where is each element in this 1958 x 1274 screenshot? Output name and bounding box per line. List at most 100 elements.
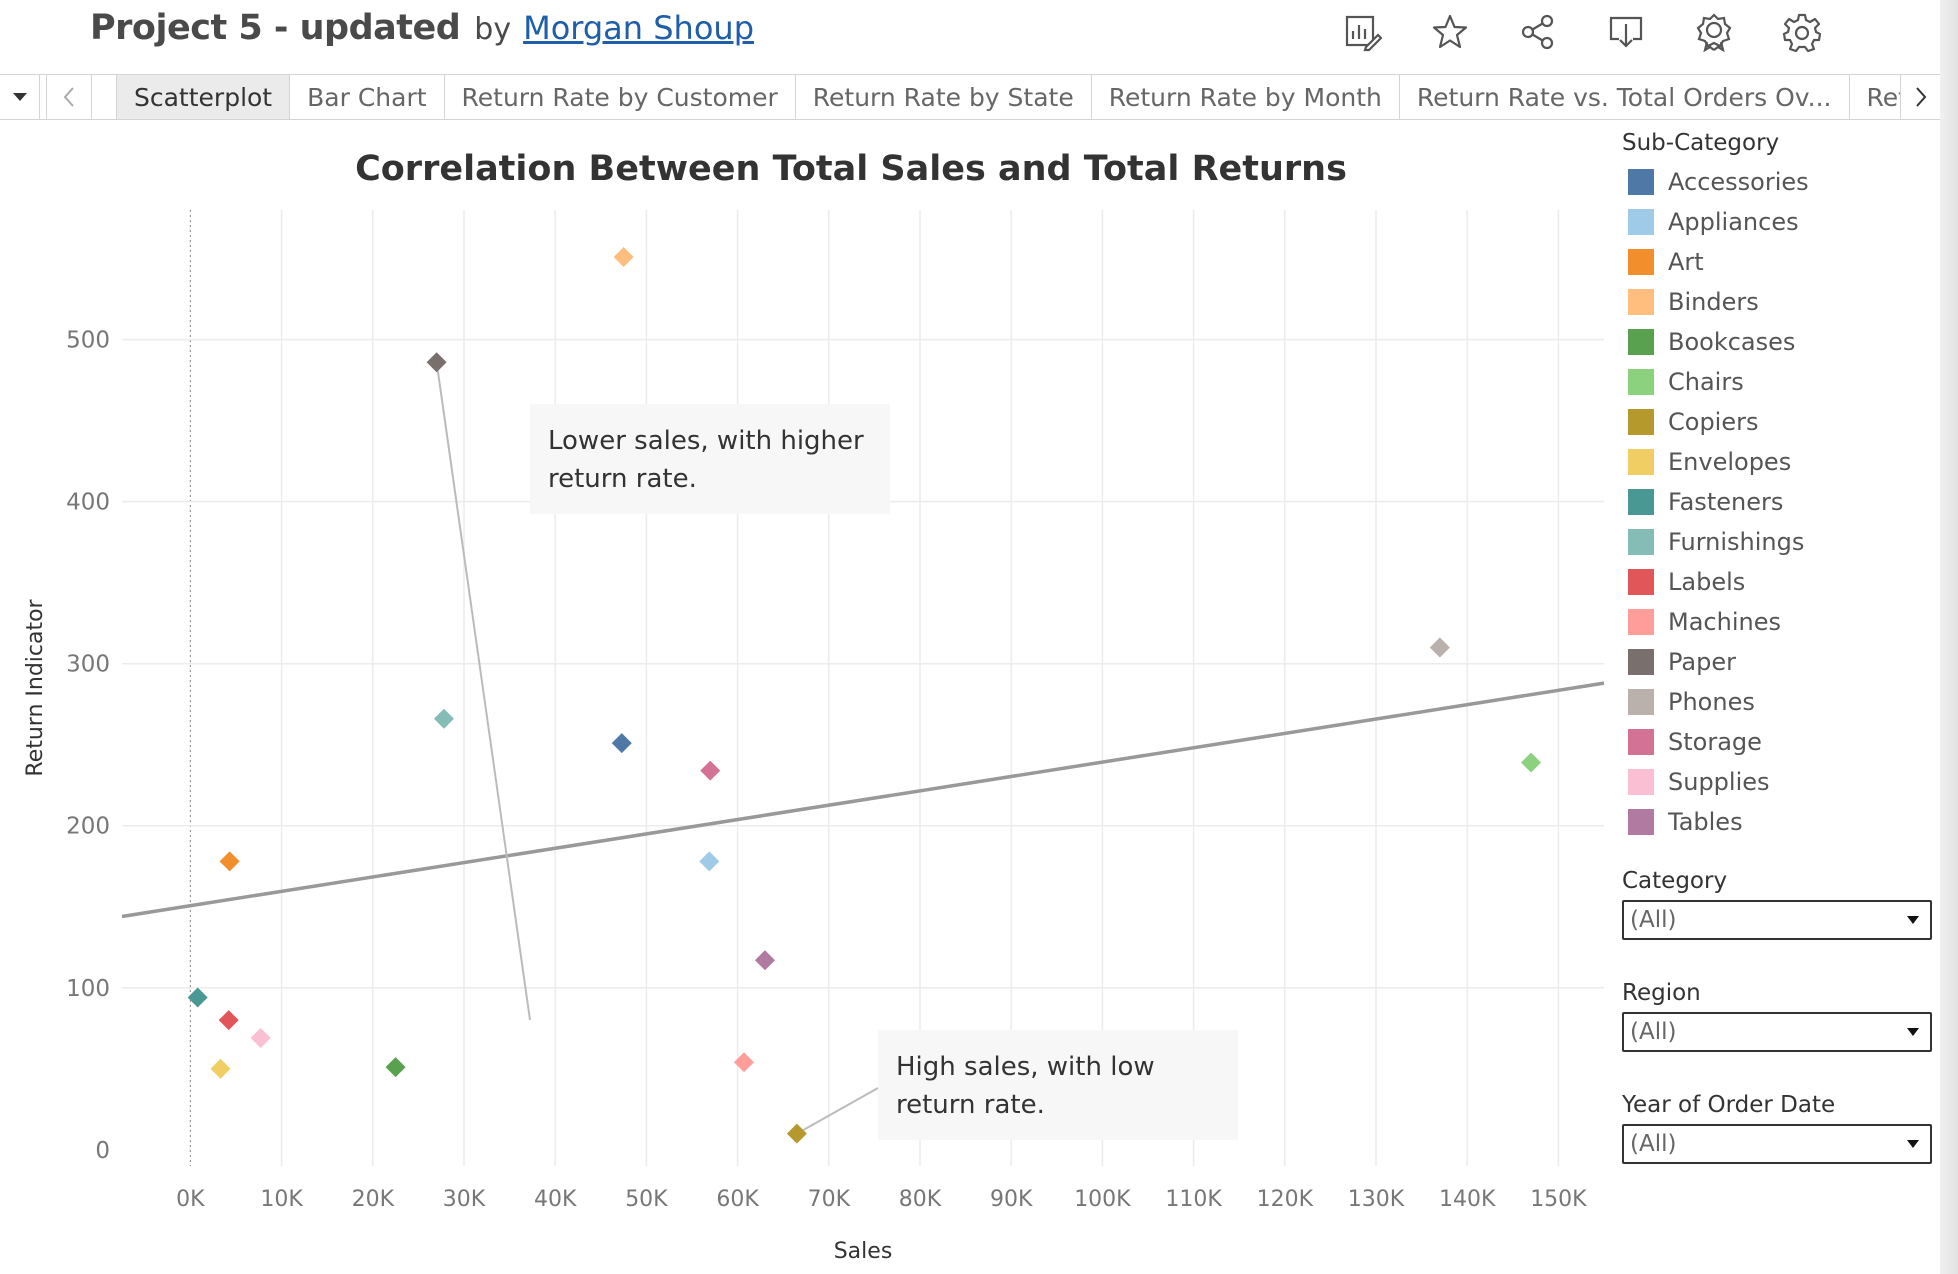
tab-menu-dropdown-icon[interactable] xyxy=(0,75,40,119)
point-fasteners xyxy=(187,987,208,1008)
trend-line xyxy=(121,681,1605,919)
legend-swatch xyxy=(1628,329,1654,355)
legend-item-phones[interactable]: Phones xyxy=(1622,682,1932,722)
point-binders xyxy=(613,246,634,267)
dashboard-header: Project 5 - updated by Morgan Shoup xyxy=(0,0,1958,66)
point-copiers xyxy=(786,1123,807,1144)
tab-return-rate-by-state[interactable]: Return Rate by State xyxy=(796,75,1092,119)
download-icon[interactable] xyxy=(1604,10,1648,54)
favorite-star-icon[interactable] xyxy=(1428,10,1472,54)
category-filter-value: (All) xyxy=(1630,907,1677,933)
legend-item-paper[interactable]: Paper xyxy=(1622,642,1932,682)
legend-label: Furnishings xyxy=(1668,528,1805,556)
point-storage xyxy=(700,760,721,781)
scatter-chart: Correlation Between Total Sales and Tota… xyxy=(23,149,1605,1264)
legend-item-furnishings[interactable]: Furnishings xyxy=(1622,522,1932,562)
legend-item-binders[interactable]: Binders xyxy=(1622,282,1932,322)
legend-swatch xyxy=(1628,249,1654,275)
legend-label: Copiers xyxy=(1668,408,1759,436)
tab-scroll-left-icon[interactable] xyxy=(46,75,92,119)
legend-label: Tables xyxy=(1668,808,1743,836)
tab-return-rate-vs-total-orders[interactable]: Return Rate vs. Total Orders Ov... xyxy=(1400,75,1850,119)
annotation-upper: Lower sales, with higher return rate. xyxy=(530,404,890,514)
right-scrollbar[interactable] xyxy=(1940,0,1958,1274)
x-tick-label: 130K xyxy=(1348,1187,1405,1212)
x-tick-label: 150K xyxy=(1530,1187,1587,1212)
y-tick-label: 300 xyxy=(66,652,110,678)
category-filter-dropdown[interactable]: (All) xyxy=(1622,900,1932,940)
point-machines xyxy=(733,1052,754,1073)
x-tick-label: 20K xyxy=(352,1187,395,1212)
chevron-down-icon xyxy=(1907,916,1919,924)
y-tick-label: 0 xyxy=(95,1138,110,1164)
legend-swatch xyxy=(1628,809,1654,835)
y-tick-label: 500 xyxy=(66,328,110,354)
share-icon[interactable] xyxy=(1516,10,1560,54)
legend-item-art[interactable]: Art xyxy=(1622,242,1932,282)
x-tick-label: 30K xyxy=(443,1187,486,1212)
x-tick-label: 100K xyxy=(1074,1187,1131,1212)
annotation-leader-lower xyxy=(796,1087,879,1135)
legend-item-tables[interactable]: Tables xyxy=(1622,802,1932,842)
point-envelopes xyxy=(210,1058,231,1079)
legend-item-labels[interactable]: Labels xyxy=(1622,562,1932,602)
legend-item-chairs[interactable]: Chairs xyxy=(1622,362,1932,402)
tab-scatterplot[interactable]: Scatterplot xyxy=(116,75,291,119)
x-axis-label: Sales xyxy=(834,1239,893,1264)
legend-item-copiers[interactable]: Copiers xyxy=(1622,402,1932,442)
legend-item-machines[interactable]: Machines xyxy=(1622,602,1932,642)
point-appliances xyxy=(699,851,720,872)
region-filter-dropdown[interactable]: (All) xyxy=(1622,1012,1932,1052)
x-tick-label: 10K xyxy=(260,1187,303,1212)
legend-label: Storage xyxy=(1668,728,1762,756)
title-area: Project 5 - updated by Morgan Shoup xyxy=(90,8,754,48)
legend-item-accessories[interactable]: Accessories xyxy=(1622,162,1932,202)
chevron-down-icon xyxy=(1907,1140,1919,1148)
year-filter: Year of Order Date (All) xyxy=(1622,1092,1932,1164)
legend-swatch xyxy=(1628,209,1654,235)
legend-label: Chairs xyxy=(1668,368,1744,396)
tab-return-rate-by-month[interactable]: Return Rate by Month xyxy=(1092,75,1400,119)
y-tick-label: 400 xyxy=(66,490,110,516)
year-filter-dropdown[interactable]: (All) xyxy=(1622,1124,1932,1164)
legend-item-fasteners[interactable]: Fasteners xyxy=(1622,482,1932,522)
legend-swatch xyxy=(1628,369,1654,395)
legend-item-storage[interactable]: Storage xyxy=(1622,722,1932,762)
point-art xyxy=(219,851,240,872)
x-tick-label: 40K xyxy=(534,1187,577,1212)
settings-gear-icon[interactable] xyxy=(1780,10,1824,54)
legend-label: Fasteners xyxy=(1668,488,1784,516)
point-tables xyxy=(754,950,775,971)
metrics-icon[interactable] xyxy=(1340,10,1384,54)
legend-label: Binders xyxy=(1668,288,1759,316)
legend-swatch xyxy=(1628,289,1654,315)
legend-label: Machines xyxy=(1668,608,1781,636)
x-tick-label: 140K xyxy=(1439,1187,1496,1212)
workbook-title: Project 5 - updated xyxy=(90,8,461,48)
legend-label: Supplies xyxy=(1668,768,1770,796)
legend-title: Sub-Category xyxy=(1622,130,1780,156)
annotation-lower: High sales, with low return rate. xyxy=(878,1030,1238,1140)
legend-item-supplies[interactable]: Supplies xyxy=(1622,762,1932,802)
legend-label: Paper xyxy=(1668,648,1736,676)
category-filter-title: Category xyxy=(1622,868,1728,894)
legend-item-bookcases[interactable]: Bookcases xyxy=(1622,322,1932,362)
author-link[interactable]: Morgan Shoup xyxy=(523,9,754,47)
tab-return-rate-by-customer[interactable]: Return Rate by Customer xyxy=(445,75,796,119)
chevron-down-icon xyxy=(1907,1028,1919,1036)
annotation-leader-upper xyxy=(435,362,531,1021)
y-axis-label: Return Indicator xyxy=(23,598,48,776)
tab-scroll-right-icon[interactable] xyxy=(1900,75,1940,119)
award-icon[interactable] xyxy=(1692,10,1736,54)
legend-label: Appliances xyxy=(1668,208,1799,236)
tab-bar-chart[interactable]: Bar Chart xyxy=(290,75,445,119)
year-filter-title: Year of Order Date xyxy=(1622,1092,1836,1118)
point-labels xyxy=(218,1010,239,1031)
chart-title: Correlation Between Total Sales and Tota… xyxy=(355,149,1347,189)
legend-item-envelopes[interactable]: Envelopes xyxy=(1622,442,1932,482)
x-tick-label: 60K xyxy=(716,1187,759,1212)
x-tick-label: 90K xyxy=(990,1187,1033,1212)
x-tick-label: 110K xyxy=(1165,1187,1222,1212)
legend-label: Bookcases xyxy=(1668,328,1796,356)
legend-item-appliances[interactable]: Appliances xyxy=(1622,202,1932,242)
